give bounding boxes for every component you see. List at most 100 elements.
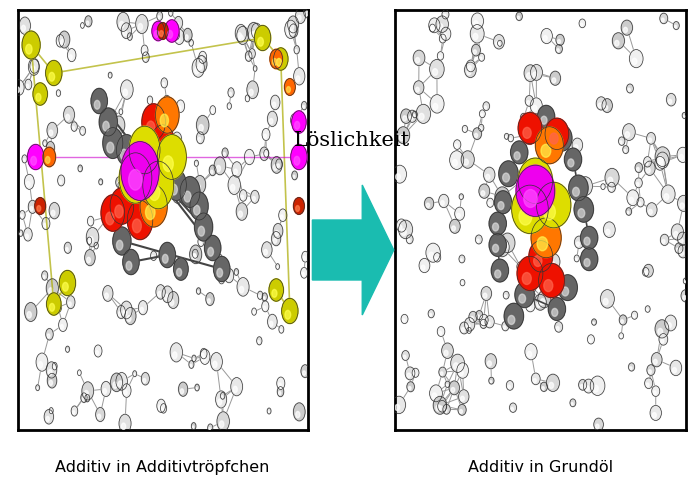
Circle shape [270,49,283,69]
Circle shape [158,22,168,40]
Circle shape [433,68,438,75]
Circle shape [161,188,164,192]
Circle shape [683,116,685,117]
Circle shape [69,302,71,306]
Circle shape [132,219,141,232]
Circle shape [46,328,53,340]
Circle shape [480,314,488,326]
Circle shape [193,249,198,258]
Circle shape [515,282,534,308]
Circle shape [585,386,589,390]
Circle shape [143,378,146,383]
Circle shape [485,354,496,369]
Circle shape [520,118,540,144]
Circle shape [579,19,586,28]
Circle shape [198,138,201,141]
Circle shape [496,42,500,46]
Circle shape [279,383,281,388]
Circle shape [264,150,269,158]
Circle shape [552,308,558,316]
Circle shape [565,292,567,295]
Circle shape [246,98,248,100]
Circle shape [194,176,206,194]
Circle shape [155,97,179,133]
Circle shape [178,382,188,396]
Circle shape [503,173,510,182]
Text: Additiv in Grundöl: Additiv in Grundöl [468,460,613,475]
Circle shape [106,204,116,220]
Circle shape [465,318,475,331]
Circle shape [180,176,200,208]
Circle shape [140,308,143,312]
Circle shape [218,274,225,284]
Circle shape [683,278,688,284]
Circle shape [568,160,570,162]
Circle shape [428,310,435,318]
Circle shape [438,24,443,30]
Circle shape [542,386,545,390]
Circle shape [79,168,81,170]
Circle shape [397,126,410,144]
Circle shape [36,157,40,163]
Circle shape [302,272,304,276]
Circle shape [514,152,520,160]
Circle shape [531,218,561,258]
Circle shape [606,230,610,235]
Circle shape [525,344,537,360]
Circle shape [505,136,507,138]
Circle shape [195,384,200,391]
Circle shape [484,167,495,182]
Circle shape [270,322,273,326]
Circle shape [25,234,29,238]
Circle shape [451,388,455,392]
Circle shape [155,30,159,38]
Circle shape [505,134,509,140]
Circle shape [303,256,306,260]
Circle shape [400,135,404,140]
Circle shape [645,270,649,275]
Circle shape [118,312,122,316]
Circle shape [429,18,440,33]
Circle shape [174,16,183,30]
Circle shape [464,159,468,165]
Circle shape [190,192,208,220]
Circle shape [200,348,207,359]
Circle shape [461,151,475,168]
Circle shape [195,213,213,241]
Circle shape [136,14,148,34]
Circle shape [475,235,482,244]
Circle shape [237,33,241,39]
Circle shape [85,394,90,402]
Circle shape [526,285,531,291]
Circle shape [149,157,167,185]
Circle shape [195,163,197,166]
Circle shape [619,137,625,145]
Circle shape [262,128,270,140]
Circle shape [518,169,531,186]
Circle shape [626,208,631,216]
Circle shape [454,140,461,149]
Circle shape [211,352,223,371]
Circle shape [481,286,491,300]
Circle shape [129,170,142,190]
Circle shape [402,350,409,360]
Circle shape [295,122,300,130]
Circle shape [601,290,615,308]
Circle shape [163,96,170,106]
Circle shape [128,160,131,164]
Circle shape [538,141,542,146]
Circle shape [645,378,652,388]
Circle shape [164,254,166,258]
Circle shape [197,116,209,134]
Circle shape [435,257,438,260]
Circle shape [211,170,213,174]
Circle shape [550,133,558,144]
Circle shape [130,126,160,174]
Circle shape [110,147,113,153]
Circle shape [584,237,590,245]
Circle shape [245,95,250,102]
Circle shape [108,140,118,156]
Circle shape [567,156,572,163]
Circle shape [195,68,199,74]
Circle shape [36,388,38,390]
